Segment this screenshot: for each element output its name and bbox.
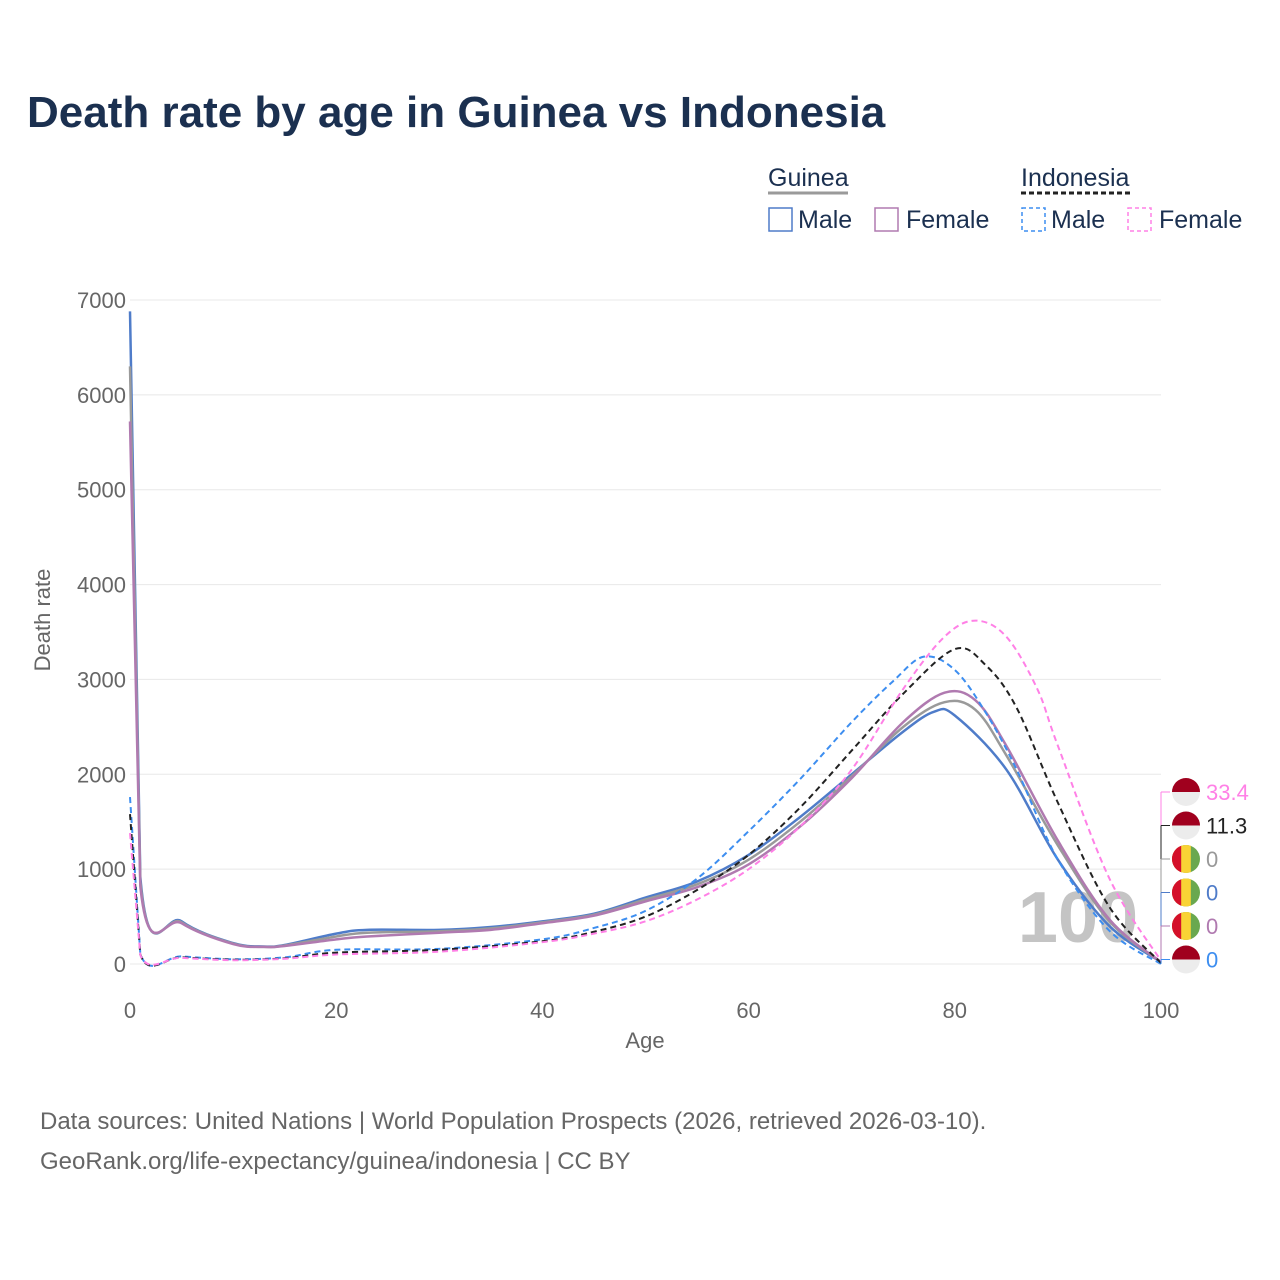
flag-stripe — [1171, 912, 1182, 940]
legend-male-label: Male — [798, 206, 852, 234]
flag-stripe — [1172, 778, 1200, 792]
flag-stripe — [1181, 879, 1191, 906]
series-line-indonesia-female — [129, 619, 1162, 966]
flag-stripe — [1171, 879, 1182, 906]
y-tick-label: 6000 — [77, 383, 126, 408]
series-line-guinea-total — [128, 366, 1162, 964]
flag-stripe — [1181, 845, 1191, 873]
end-value-label: 33.4 — [1206, 780, 1249, 805]
series-line-guinea-male — [128, 311, 1162, 964]
legend-group-title: Guinea — [768, 164, 849, 192]
end-value-label: 0 — [1206, 914, 1218, 939]
y-tick-label: 2000 — [77, 762, 126, 787]
x-tick-label: 80 — [943, 998, 967, 1023]
source-url[interactable]: GeoRank.org/life-expectancy/guinea/indon… — [40, 1148, 631, 1175]
series-line-indonesia-total — [129, 647, 1162, 967]
legend-female-swatch — [1127, 207, 1152, 232]
x-tick-label: 20 — [324, 998, 348, 1023]
legend-male-swatch — [1021, 207, 1046, 232]
end-value-label: 0 — [1206, 948, 1218, 973]
flag-stripe — [1171, 845, 1182, 873]
legend-female-label: Female — [1159, 206, 1242, 234]
legend-male-label: Male — [1051, 206, 1105, 234]
legend-male-swatch — [768, 207, 793, 232]
legend-female-label: Female — [906, 206, 989, 234]
series-line-indonesia-male — [129, 655, 1162, 967]
x-tick-label: 0 — [124, 998, 136, 1023]
flag-stripe — [1181, 912, 1191, 940]
y-tick-label: 4000 — [77, 573, 126, 598]
x-axis-label: Age — [625, 1028, 664, 1053]
end-value-label: 0 — [1206, 881, 1218, 906]
x-tick-label: 100 — [1143, 998, 1180, 1023]
x-tick-label: 40 — [530, 998, 554, 1023]
y-tick-label: 1000 — [77, 857, 126, 882]
flag-stripe — [1172, 811, 1200, 826]
source-text: Data sources: United Nations | World Pop… — [40, 1108, 987, 1135]
end-value-label: 11.3 — [1206, 814, 1247, 839]
y-tick-label: 7000 — [77, 288, 126, 313]
y-tick-label: 0 — [114, 952, 126, 977]
y-axis-label: Death rate — [30, 569, 55, 672]
chart-title: Death rate by age in Guinea vs Indonesia — [27, 88, 886, 137]
y-tick-label: 3000 — [77, 667, 126, 692]
y-tick-label: 5000 — [77, 478, 126, 503]
flag-stripe — [1172, 945, 1200, 960]
end-value-label: 0 — [1206, 847, 1218, 872]
legend-female-swatch — [874, 207, 899, 232]
x-tick-label: 60 — [736, 998, 760, 1023]
legend-group-title: Indonesia — [1021, 164, 1130, 192]
